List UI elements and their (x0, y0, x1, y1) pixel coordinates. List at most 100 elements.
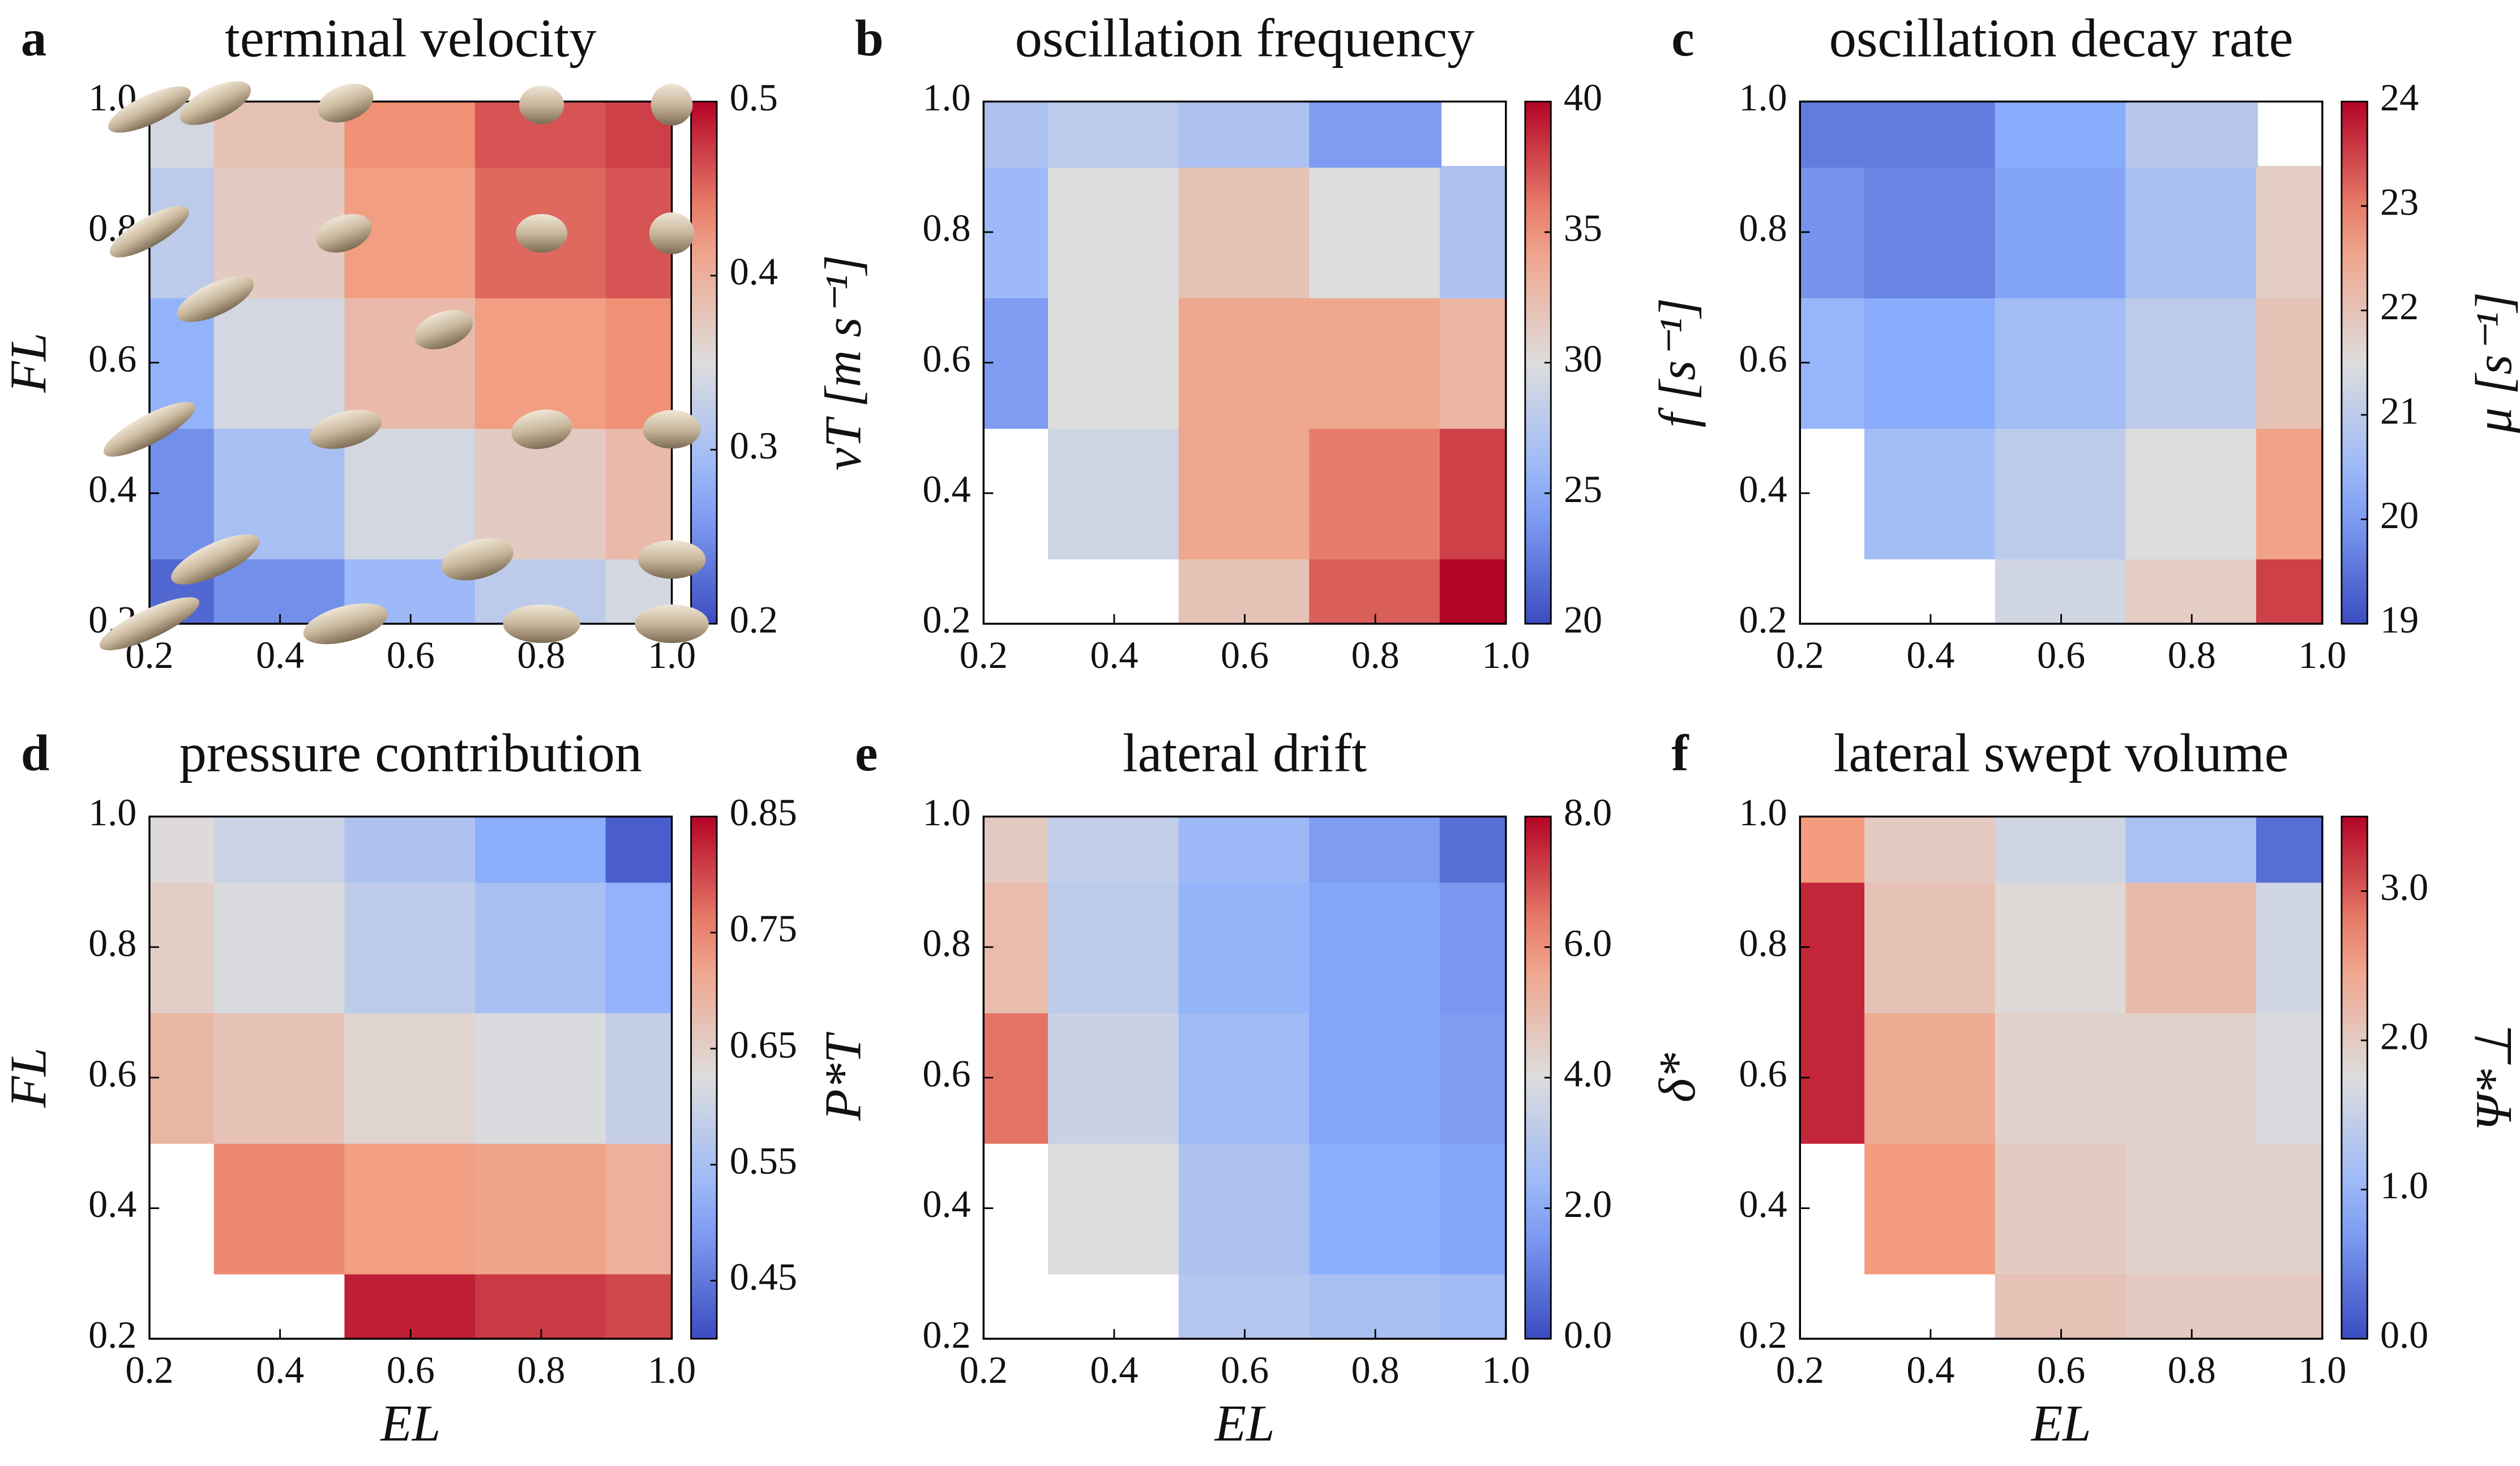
y-axis-label: FL (0, 1048, 57, 1108)
x-tick-label: 0.2 (125, 1348, 173, 1391)
field-cell (2125, 427, 2258, 560)
colorbar-tick-label: 21 (2380, 389, 2419, 432)
colorbar-tick-label: 0.5 (730, 76, 778, 119)
field-cell (2125, 1011, 2258, 1144)
y-tick-label: 0.2 (88, 1313, 136, 1356)
field-cell (344, 101, 477, 168)
y-tick-label: 0.2 (922, 598, 970, 641)
y-tick-label: 0.6 (88, 1052, 136, 1095)
field-cell (2125, 166, 2258, 298)
colorbar-tick-label: 0.45 (730, 1255, 797, 1298)
panel-label: d (21, 725, 50, 782)
y-tick-label: 0.6 (922, 1052, 970, 1095)
field-cell (1309, 558, 1442, 624)
x-tick-label: 1.0 (648, 1348, 696, 1391)
field-cell (605, 1011, 672, 1144)
particle-shape (171, 534, 260, 585)
particle-shape (511, 409, 572, 449)
colorbar-tick-label: 35 (1564, 207, 1602, 250)
particle-shape (309, 409, 382, 449)
field-cell (213, 1011, 346, 1144)
x-tick-label: 0.6 (2037, 1348, 2085, 1391)
field-cell (213, 296, 346, 429)
field-cell (1439, 881, 1506, 1014)
field-cell (1439, 1011, 1506, 1144)
y-tick-label: 0.4 (1739, 468, 1787, 511)
colorbar (690, 816, 718, 1340)
panel: 0.2 0.4 0.6 0.8 1.0 0.2 0.4 0.6 0.8 1.0 e lateral d… (855, 723, 1706, 1452)
field-cell (1864, 296, 1997, 429)
colorbar-label: Ψ*⊥ (2465, 1025, 2520, 1131)
field-cell (1800, 816, 1867, 883)
y-tick-label: 0.8 (922, 921, 970, 965)
x-tick-label: 1.0 (1482, 633, 1530, 676)
field-cell (1995, 816, 2128, 883)
field-cell (1864, 881, 1997, 1014)
colorbar-tick-label: 20 (2380, 494, 2419, 537)
field-cell (1864, 166, 1997, 298)
particle-shape (414, 310, 473, 350)
field-cell (344, 1011, 477, 1144)
y-tick-label: 0.4 (1739, 1182, 1787, 1225)
colorbar-tick-label: 24 (2380, 76, 2419, 119)
field-cell (1864, 101, 1997, 168)
panel: 0.2 0.4 0.6 0.8 1.00.20.40.60.81.0a terminal … (0, 7, 872, 676)
field-cell (213, 558, 346, 624)
y-tick-label: 0.6 (1739, 1052, 1787, 1095)
colorbar-tick-label: 4.0 (1564, 1052, 1612, 1095)
colorbar (2341, 100, 2368, 625)
field-cell (1178, 166, 1311, 298)
field-cell (475, 816, 607, 883)
field-cell (1864, 1011, 1997, 1144)
particle-shape (303, 603, 388, 645)
field-cell (475, 1142, 607, 1275)
y-tick-label: 0.4 (922, 1182, 970, 1225)
particle-shape (177, 276, 254, 322)
field (983, 101, 1506, 624)
field-cell (1800, 296, 1867, 429)
field-cell (1178, 1011, 1311, 1144)
colorbar-label: f [s⁻¹] (1649, 298, 1706, 427)
field-cell (1800, 1011, 1867, 1144)
field-cell (1309, 881, 1442, 1014)
x-tick-label: 0.8 (517, 1348, 565, 1391)
colorbar-tick-label: 40 (1564, 76, 1602, 119)
particle-shape (316, 214, 372, 253)
field-cell (1439, 1142, 1506, 1275)
field-cell (1309, 166, 1442, 298)
field-cell (475, 881, 607, 1014)
colorbar (2341, 816, 2368, 1340)
field-cell (1439, 816, 1506, 883)
colorbar-tick-label: 0.55 (730, 1139, 797, 1182)
panel: 0.2 0.4 0.6 0.8 1.0 0.2 0.4 0.6 0.8 1.0 b oscillati… (855, 7, 1706, 676)
field-cell (983, 166, 1050, 298)
x-tick-label: 0.2 (1776, 1348, 1824, 1391)
particle-shape (103, 402, 196, 457)
y-tick-label: 0.8 (922, 207, 970, 250)
field-cell (1178, 296, 1311, 429)
field-cell (1864, 1142, 1997, 1275)
field-cell (1178, 427, 1311, 560)
x-tick-label: 0.4 (1090, 1348, 1138, 1391)
field-cell (149, 881, 216, 1014)
field-cell (344, 1272, 477, 1339)
field-cell (1995, 101, 2128, 168)
x-tick-label: 0.8 (2168, 633, 2216, 676)
x-tick-label: 0.6 (387, 1348, 435, 1391)
field-cell (1048, 1142, 1180, 1275)
x-tick-label: 0.2 (960, 1348, 1008, 1391)
colorbar-tick-label: 25 (1564, 468, 1602, 511)
y-tick-label: 0.8 (1739, 921, 1787, 965)
field-cell (1995, 1142, 2128, 1275)
colorbar-tick-label: 1.0 (2380, 1164, 2428, 1207)
colorbar-tick-label: 2.0 (2380, 1015, 2428, 1058)
particle-shape (109, 205, 190, 258)
particle-shape (99, 597, 200, 650)
field-cell (344, 816, 477, 883)
field-cell (983, 1011, 1050, 1144)
field-cell (2125, 296, 2258, 429)
field-cell (149, 427, 216, 560)
y-tick-label: 1.0 (88, 791, 136, 834)
panel-title: oscillation frequency (1015, 7, 1475, 68)
